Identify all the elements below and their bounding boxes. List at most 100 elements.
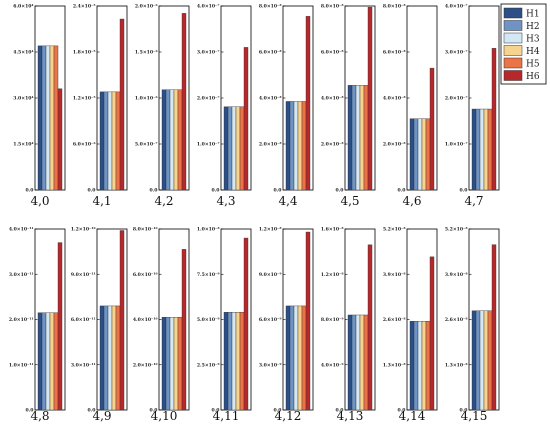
bar-h2 — [351, 85, 357, 191]
tick-label: 6.0×10⁻¹¹ — [71, 317, 96, 323]
bar-h5 — [239, 106, 245, 191]
bar-h4 — [421, 118, 427, 191]
bar-h1 — [347, 85, 353, 191]
tick-label: 1.3×10⁻⁸ — [445, 362, 468, 368]
bar-h1 — [285, 101, 291, 191]
bar-h6 — [57, 88, 63, 191]
tick-label: 1.8×10⁻⁵ — [73, 50, 96, 56]
tick-label: 0.0 — [460, 188, 468, 194]
bar-h3 — [479, 108, 485, 191]
tick-label: 0.0 — [398, 188, 406, 194]
tick-label: 4.0×10⁻⁷ — [197, 4, 220, 10]
panel-title: 4,8 — [30, 409, 49, 423]
bar-h6 — [119, 18, 125, 191]
tick-label: 1.0×10⁻¹¹ — [9, 362, 34, 368]
bar-h6 — [305, 231, 311, 411]
bar-h6 — [181, 13, 187, 191]
bar-h5 — [301, 101, 307, 191]
bar-h6 — [491, 48, 497, 191]
bar-h5 — [425, 118, 431, 191]
legend-label-h2: H2 — [526, 22, 540, 32]
panel-4-2: 0.0 5.0×10⁻⁷ 1.0×10⁻⁶ 1.5×10⁻⁶ 2.0×10⁻⁶ 4,2 — [135, 4, 190, 208]
tick-label: 1.5×10⁻⁶ — [135, 50, 158, 56]
bar-h3 — [417, 321, 423, 411]
tick-label: 8.0×10⁻⁸ — [383, 4, 406, 10]
bar-h1 — [409, 321, 415, 411]
bar-h6 — [243, 47, 249, 191]
panel-4-3: 0.0 1.0×10⁻⁷ 2.0×10⁻⁷ 3.0×10⁻⁷ 4.0×10⁻⁷ 4,3 — [197, 4, 252, 208]
tick-label: 3.0×10⁻⁷ — [445, 50, 468, 56]
tick-label: 1.2×10⁻¹⁰ — [71, 227, 96, 233]
legend-swatch-h3 — [503, 32, 523, 44]
tick-label: 1.0×10⁻⁷ — [197, 142, 220, 148]
panel-title: 4,9 — [92, 409, 111, 423]
panel-4-6: 0.0 2.0×10⁻⁸ 4.0×10⁻⁸ 6.0×10⁻⁸ 8.0×10⁻⁸ 4,6 — [383, 4, 438, 208]
tick-label: 6.0×10⁻⁸ — [383, 50, 406, 56]
bar-h5 — [115, 91, 121, 191]
tick-label: 2.0×10⁻⁸ — [321, 142, 344, 148]
bar-h2 — [289, 305, 295, 411]
tick-label: 6.0×10⁴ — [13, 4, 33, 10]
tick-label: 3.9×10⁻⁸ — [383, 272, 406, 278]
bar-h6 — [429, 67, 435, 191]
bar-h3 — [293, 101, 299, 191]
tick-label: 4.0×10⁻¹⁰ — [133, 317, 158, 323]
tick-label: 3.0×10⁴ — [13, 96, 33, 102]
tick-label: 2.0×10⁻¹¹ — [9, 317, 34, 323]
legend-swatch-h2 — [503, 20, 523, 31]
tick-label: 1.6×10⁻⁸ — [321, 227, 344, 233]
bar-h1 — [409, 118, 415, 191]
panel-4-5: 0.0 2.0×10⁻⁸ 4.0×10⁻⁸ 6.0×10⁻⁸ 8.0×10⁻⁸ 4,5 — [321, 4, 376, 208]
legend-label-h1: H1 — [526, 10, 540, 20]
bar-h3 — [231, 106, 237, 191]
tick-label: 8.0×10⁻¹⁰ — [133, 227, 158, 233]
bar-h3 — [231, 312, 237, 411]
tick-label: 3.0×10⁻⁷ — [197, 50, 220, 56]
tick-label: 4.0×10⁻¹¹ — [9, 227, 34, 233]
bar-h2 — [413, 321, 419, 411]
tick-label: 1.0×10⁻⁸ — [197, 227, 220, 233]
bar-h5 — [53, 312, 59, 411]
panel-4-11: 0.0 2.5×10⁻⁹ 5.0×10⁻⁹ 7.5×10⁻⁹ 1.0×10⁻⁸ 4,11 — [197, 227, 252, 423]
tick-label: 0.0 — [150, 408, 158, 414]
panel-4-8: 0.0 1.0×10⁻¹¹ 2.0×10⁻¹¹ 3.0×10⁻¹¹ 4.0×10⁻¹¹ 4… — [9, 227, 66, 423]
panel-title: 4,4 — [278, 194, 297, 208]
bar-h4 — [111, 305, 117, 411]
bar-h1 — [223, 106, 229, 191]
legend-swatch-h5 — [503, 57, 523, 69]
bar-h4 — [359, 314, 365, 411]
tick-label: 1.5×10⁴ — [13, 142, 33, 148]
bar-h5 — [239, 312, 245, 411]
bar-h5 — [363, 85, 369, 191]
bar-h6 — [57, 242, 63, 411]
bar-h1 — [161, 89, 167, 191]
tick-label: 2.0×10⁻¹⁰ — [133, 362, 158, 368]
bar-h1 — [471, 108, 477, 191]
bar-h6 — [119, 230, 125, 411]
bar-h2 — [41, 312, 47, 411]
tick-label: 1.0×10⁻⁶ — [135, 96, 158, 102]
panel-4-1: 0.0 6.0×10⁻⁶ 1.2×10⁻⁵ 1.8×10⁻⁵ 2.4×10⁻⁵ 4,1 — [73, 4, 128, 208]
tick-label: 3.0×10⁻¹¹ — [9, 272, 34, 278]
tick-label: 2.5×10⁻⁹ — [197, 362, 220, 368]
bar-h3 — [355, 314, 361, 411]
bar-h1 — [37, 312, 43, 411]
tick-label: 5.0×10⁻⁷ — [135, 142, 158, 148]
tick-label: 4.0×10⁻⁹ — [321, 362, 344, 368]
tick-label: 2.4×10⁻⁵ — [73, 4, 96, 10]
panel-title: 4,6 — [402, 194, 421, 208]
bar-h3 — [355, 85, 361, 191]
bar-h2 — [103, 91, 109, 191]
bar-h6 — [367, 244, 373, 411]
bar-h2 — [103, 305, 109, 411]
panel-4-10: 0.0 2.0×10⁻¹⁰ 4.0×10⁻¹⁰ 6.0×10⁻¹⁰ 8.0×10⁻¹⁰ 4… — [133, 227, 190, 423]
bar-h4 — [359, 85, 365, 191]
tick-label: 4.0×10⁻⁸ — [383, 96, 406, 102]
tick-label: 1.3×10⁻⁸ — [383, 362, 406, 368]
bar-h3 — [45, 45, 51, 191]
bar-h5 — [301, 305, 307, 411]
tick-label: 2.0×10⁻⁷ — [197, 96, 220, 102]
bar-h4 — [297, 101, 303, 191]
bar-h2 — [475, 310, 481, 411]
tick-label: 0.0 — [26, 408, 34, 414]
